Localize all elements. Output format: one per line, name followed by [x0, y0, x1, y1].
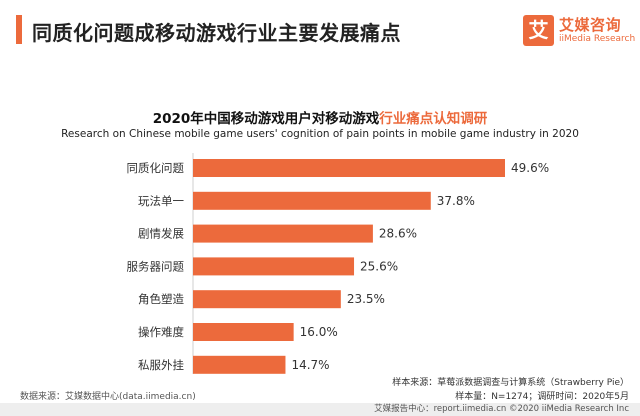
category-label-3: 服务器问题: [127, 259, 185, 273]
bar-2: [193, 224, 373, 243]
logo-mark-icon: 艾: [523, 15, 554, 46]
chart-title-prefix: 2020年中国移动游戏用户对移动游戏: [152, 111, 380, 127]
bar-3: [193, 257, 355, 276]
category-label-6: 私服外挂: [138, 358, 184, 372]
bar-0: [193, 159, 505, 177]
value-label-1: 37.8%: [437, 194, 475, 208]
logo-name-cn: 艾媒咨询: [559, 16, 622, 34]
category-label-5: 操作难度: [138, 325, 184, 339]
sample-info: 样本量：N=1274；调研时间：2020年5月: [455, 392, 629, 402]
logo-name-en: iiMedia Research: [559, 34, 636, 44]
chart-title-highlight: 行业痛点认知调研: [379, 111, 488, 127]
value-label-6: 14.7%: [291, 358, 329, 372]
footer-text: 艾媒报告中心：report.iimedia.cn ©2020 iiMedia R…: [374, 404, 629, 414]
value-label-2: 28.6%: [379, 227, 417, 241]
chart-subtitle: Research on Chinese mobile game users' c…: [61, 128, 579, 140]
bar-1: [193, 191, 431, 210]
bar-6: [193, 355, 286, 374]
value-label-0: 49.6%: [511, 161, 549, 175]
footer-strip: [0, 403, 640, 416]
page-title: 同质化问题成移动游戏行业主要发展痛点: [32, 21, 401, 45]
sample-source: 样本来源：草莓派数据调查与计算系统（Strawberry Pie）: [392, 378, 629, 388]
category-label-2: 剧情发展: [138, 227, 184, 241]
value-label-5: 16.0%: [300, 325, 338, 339]
bar-4: [193, 290, 341, 309]
category-label-1: 玩法单一: [138, 194, 184, 208]
category-label-4: 角色塑造: [138, 292, 184, 306]
chart-title: 2020年中国移动游戏用户对移动游戏行业痛点认知调研: [0, 107, 640, 127]
bar-5: [193, 323, 294, 341]
category-label-0: 同质化问题: [127, 161, 185, 175]
value-label-3: 25.6%: [360, 259, 398, 273]
value-label-4: 23.5%: [347, 292, 385, 306]
title-accent-bar: [16, 15, 22, 44]
iimedia-logo: 艾 艾媒咨询 iiMedia Research: [523, 15, 635, 47]
data-source: 数据来源：艾媒数据中心(data.iimedia.cn): [20, 392, 196, 402]
header-bar: 同质化问题成移动游戏行业主要发展痛点 艾 艾媒咨询 iiMedia Resear…: [0, 0, 640, 62]
